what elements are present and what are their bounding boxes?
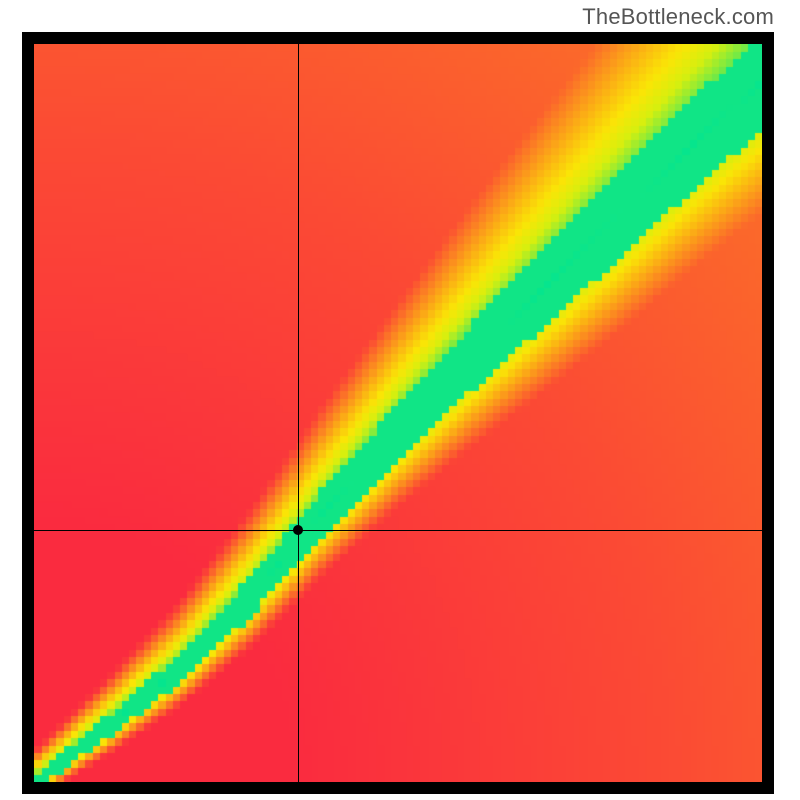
chart-frame: [22, 32, 774, 794]
page-container: TheBottleneck.com: [0, 0, 800, 800]
heatmap-canvas: [34, 44, 762, 782]
attribution-text: TheBottleneck.com: [582, 4, 774, 30]
heatmap-plot[interactable]: [34, 44, 762, 782]
